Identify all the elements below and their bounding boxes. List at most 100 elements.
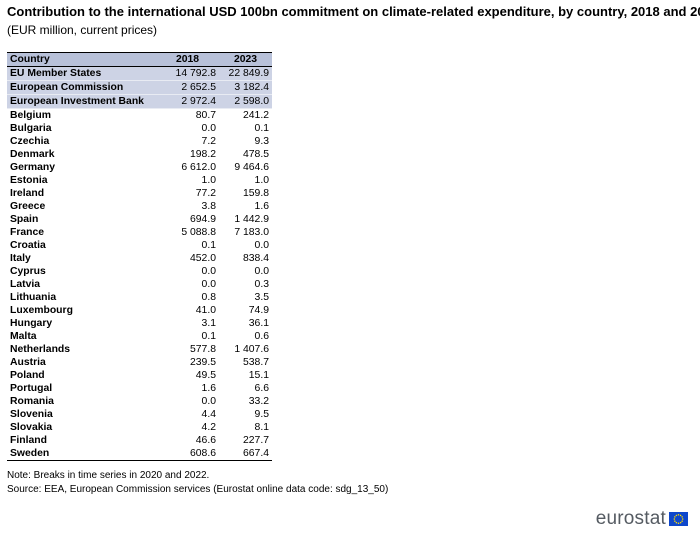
value-2018-cell: 49.5 (195, 370, 216, 381)
table-row: Luxembourg 41.0 74.9 (7, 304, 272, 317)
value-2023-cell: 15.1 (248, 370, 269, 381)
table-row: Hungary 3.1 36.1 (7, 317, 272, 330)
table-row: EU Member States 14 792.8 22 849.9 (7, 66, 272, 81)
value-2023-cell: 7 183.0 (234, 227, 269, 238)
value-2018-cell: 452.0 (189, 253, 216, 264)
flag-star (677, 522, 680, 524)
value-2018-cell: 0.1 (201, 331, 216, 342)
value-2023-cell: 1 442.9 (234, 214, 269, 225)
chart-subtitle: (EUR million, current prices) (7, 23, 158, 37)
value-2023-cell: 1.6 (254, 201, 269, 212)
table-row: Finland 46.6 227.7 (7, 434, 272, 447)
eurostat-logo: eurostat (596, 508, 688, 530)
value-2023-cell: 36.1 (248, 318, 269, 329)
value-2018-cell: 14 792.8 (156, 66, 219, 81)
country-cell: Germany (10, 162, 56, 173)
table-row: European Commission 2 652.5 3 182.4 (7, 80, 272, 95)
value-2023-cell: 227.7 (242, 435, 269, 446)
table-row: Denmark 198.2 478.5 (7, 148, 272, 161)
country-cell: Latvia (10, 279, 41, 290)
country-cell: Luxembourg (10, 305, 73, 316)
flag-star (679, 521, 682, 524)
header-country: Country (7, 52, 156, 67)
table-row: Cyprus 0.0 0.0 (7, 265, 272, 278)
value-2018-cell: 2 972.4 (156, 94, 219, 109)
value-2023-cell: 0.1 (254, 123, 269, 134)
value-2023-cell: 478.5 (242, 149, 269, 160)
value-2018-cell: 6 612.0 (181, 162, 216, 173)
value-2023-cell: 3.5 (254, 292, 269, 303)
value-2023-cell: 2 598.0 (219, 94, 272, 109)
header-2023: 2023 (219, 52, 272, 67)
table-row: Germany 6 612.0 9 464.6 (7, 161, 272, 174)
flag-star (677, 514, 680, 516)
table-row: Italy 452.0 838.4 (7, 252, 272, 265)
country-cell: European Investment Bank (7, 94, 156, 109)
value-2023-cell: 241.2 (242, 110, 269, 121)
country-cell: Estonia (10, 175, 48, 186)
table-row: Bulgaria 0.0 0.1 (7, 122, 272, 135)
value-2018-cell: 4.4 (201, 409, 216, 420)
country-cell: France (10, 227, 45, 238)
value-2018-cell: 77.2 (195, 188, 216, 199)
flag-star (674, 520, 676, 522)
table-row: Ireland 77.2 159.8 (7, 187, 272, 200)
country-cell: Czechia (10, 136, 50, 147)
value-2023-cell: 1 407.6 (234, 344, 269, 355)
table-row: Portugal 1.6 6.6 (7, 382, 272, 395)
country-cell: Romania (10, 396, 54, 407)
value-2018-cell: 3.8 (201, 201, 216, 212)
value-2018-cell: 0.0 (201, 396, 216, 407)
chart-title: Contribution to the international USD 10… (7, 4, 700, 19)
value-2023-cell: 3 182.4 (219, 80, 272, 95)
country-cell: Denmark (10, 149, 55, 160)
country-cell: Slovakia (10, 422, 53, 433)
value-2023-cell: 9 464.6 (234, 162, 269, 173)
value-2023-cell: 22 849.9 (219, 66, 272, 81)
value-2018-cell: 0.8 (201, 292, 216, 303)
value-2018-cell: 1.6 (201, 383, 216, 394)
country-cell: Greece (10, 201, 46, 212)
table-row: Sweden 608.6 667.4 (7, 447, 272, 461)
value-2018-cell: 0.1 (201, 240, 216, 251)
flag-star (681, 516, 683, 518)
value-2018-cell: 80.7 (195, 110, 216, 121)
value-2023-cell: 1.0 (254, 175, 269, 186)
data-table: Country 2018 2023 EU Member States 14 792… (7, 52, 272, 461)
value-2018-cell: 239.5 (189, 357, 216, 368)
country-cell: Bulgaria (10, 123, 52, 134)
footnote: Note: Breaks in time series in 2020 and … (7, 470, 210, 481)
value-2018-cell: 0.0 (201, 123, 216, 134)
table-header-row: Country 2018 2023 (7, 52, 272, 67)
value-2018-cell: 4.2 (201, 422, 216, 433)
value-2023-cell: 8.1 (254, 422, 269, 433)
table-row: Malta 0.1 0.6 (7, 330, 272, 343)
value-2023-cell: 159.8 (242, 188, 269, 199)
value-2018-cell: 198.2 (189, 149, 216, 160)
flag-star (681, 520, 683, 522)
value-2018-cell: 694.9 (189, 214, 216, 225)
value-2018-cell: 1.0 (201, 175, 216, 186)
country-cell: Portugal (10, 383, 53, 394)
value-2023-cell: 0.3 (254, 279, 269, 290)
value-2023-cell: 0.0 (254, 266, 269, 277)
flag-star (673, 518, 676, 520)
value-2018-cell: 41.0 (195, 305, 216, 316)
header-2018: 2018 (156, 52, 219, 67)
table-row: Slovakia 4.2 8.1 (7, 421, 272, 434)
country-cell: Croatia (10, 240, 46, 251)
country-cell: Austria (10, 357, 46, 368)
country-cell: Belgium (10, 110, 51, 121)
country-cell: Netherlands (10, 344, 71, 355)
table-row: European Investment Bank 2 972.4 2 598.0 (7, 94, 272, 109)
value-2018-cell: 3.1 (201, 318, 216, 329)
country-cell: Sweden (7, 447, 156, 461)
table-row: Spain 694.9 1 442.9 (7, 213, 272, 226)
value-2023-cell: 838.4 (242, 253, 269, 264)
country-cell: Italy (10, 253, 31, 264)
flag-star (679, 514, 682, 517)
value-2018-cell: 7.2 (201, 136, 216, 147)
value-2023-cell: 9.3 (254, 136, 269, 147)
table-row: Czechia 7.2 9.3 (7, 135, 272, 148)
table-row: Croatia 0.1 0.0 (7, 239, 272, 252)
